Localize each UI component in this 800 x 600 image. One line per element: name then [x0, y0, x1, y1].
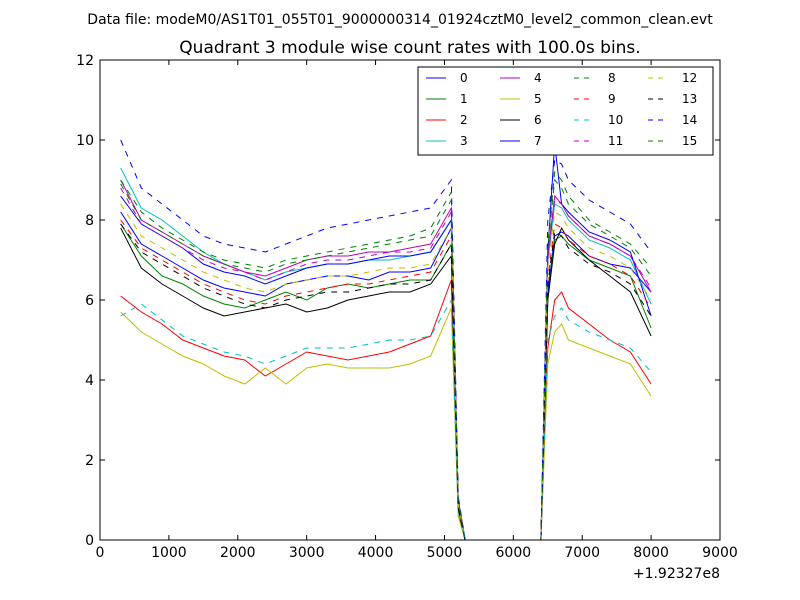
- x-tick-label: 9000: [702, 545, 738, 561]
- legend-label-10: 10: [608, 113, 623, 127]
- x-tick-label: 6000: [496, 545, 532, 561]
- x-tick-label: 0: [96, 545, 105, 561]
- y-tick-label: 12: [76, 53, 94, 69]
- y-tick-label: 4: [85, 373, 94, 389]
- series-0-line: [120, 211, 652, 540]
- y-tick-label: 8: [85, 213, 94, 229]
- legend-label-11: 11: [608, 134, 623, 148]
- x-tick-label: 8000: [633, 545, 669, 561]
- legend-label-3: 3: [460, 134, 468, 148]
- series-9-line: [120, 219, 652, 540]
- series-3-line: [120, 167, 652, 540]
- series-layer: [120, 139, 652, 540]
- series-10-line: [120, 298, 652, 540]
- series-11-line: [120, 187, 652, 540]
- series-8-line: [120, 170, 652, 540]
- legend-frame: [417, 66, 714, 156]
- x-tick-label: 1000: [151, 545, 187, 561]
- legend-label-4: 4: [534, 71, 542, 85]
- x-tick-label: 3000: [289, 545, 325, 561]
- y-tick-label: 6: [85, 293, 94, 309]
- legend-label-0: 0: [460, 71, 468, 85]
- ticks-layer: 0 1000 2000 3000 4000 5000 6000 7000 8000 9000 0 2 4…: [76, 53, 738, 561]
- legend-label-6: 6: [534, 113, 542, 127]
- x-tick-label: 7000: [564, 545, 600, 561]
- legend-label-9: 9: [608, 92, 616, 106]
- series-5-line: [120, 307, 652, 540]
- series-6-line: [120, 226, 652, 540]
- x-tick-label: 2000: [220, 545, 256, 561]
- legend-label-7: 7: [534, 134, 542, 148]
- x-tick-label: 5000: [427, 545, 463, 561]
- series-12-line: [120, 203, 652, 540]
- series-1-line: [120, 223, 652, 540]
- legend-label-13: 13: [682, 92, 697, 106]
- legend-label-12: 12: [682, 71, 697, 85]
- y-tick-label: 2: [85, 453, 94, 469]
- legend-label-15: 15: [682, 134, 697, 148]
- x-offset-label: +1.92327e8: [633, 566, 720, 582]
- y-tick-label: 10: [76, 133, 94, 149]
- legend-label-1: 1: [460, 92, 468, 106]
- legend-label-14: 14: [682, 113, 697, 127]
- series-7-line: [120, 143, 652, 540]
- x-tick-label: 4000: [358, 545, 394, 561]
- chart-suptitle: Data file: modeM0/AS1T01_055T01_90000003…: [87, 12, 713, 28]
- series-15-line: [120, 178, 652, 540]
- legend-label-2: 2: [460, 113, 468, 127]
- chart-title: Quadrant 3 module wise count rates with …: [179, 38, 640, 58]
- series-4-line: [120, 179, 652, 540]
- legend-label-8: 8: [608, 71, 616, 85]
- series-2-line: [120, 279, 652, 540]
- series-13-line: [120, 223, 652, 540]
- legend-label-5: 5: [534, 92, 542, 106]
- y-tick-label: 0: [85, 533, 94, 549]
